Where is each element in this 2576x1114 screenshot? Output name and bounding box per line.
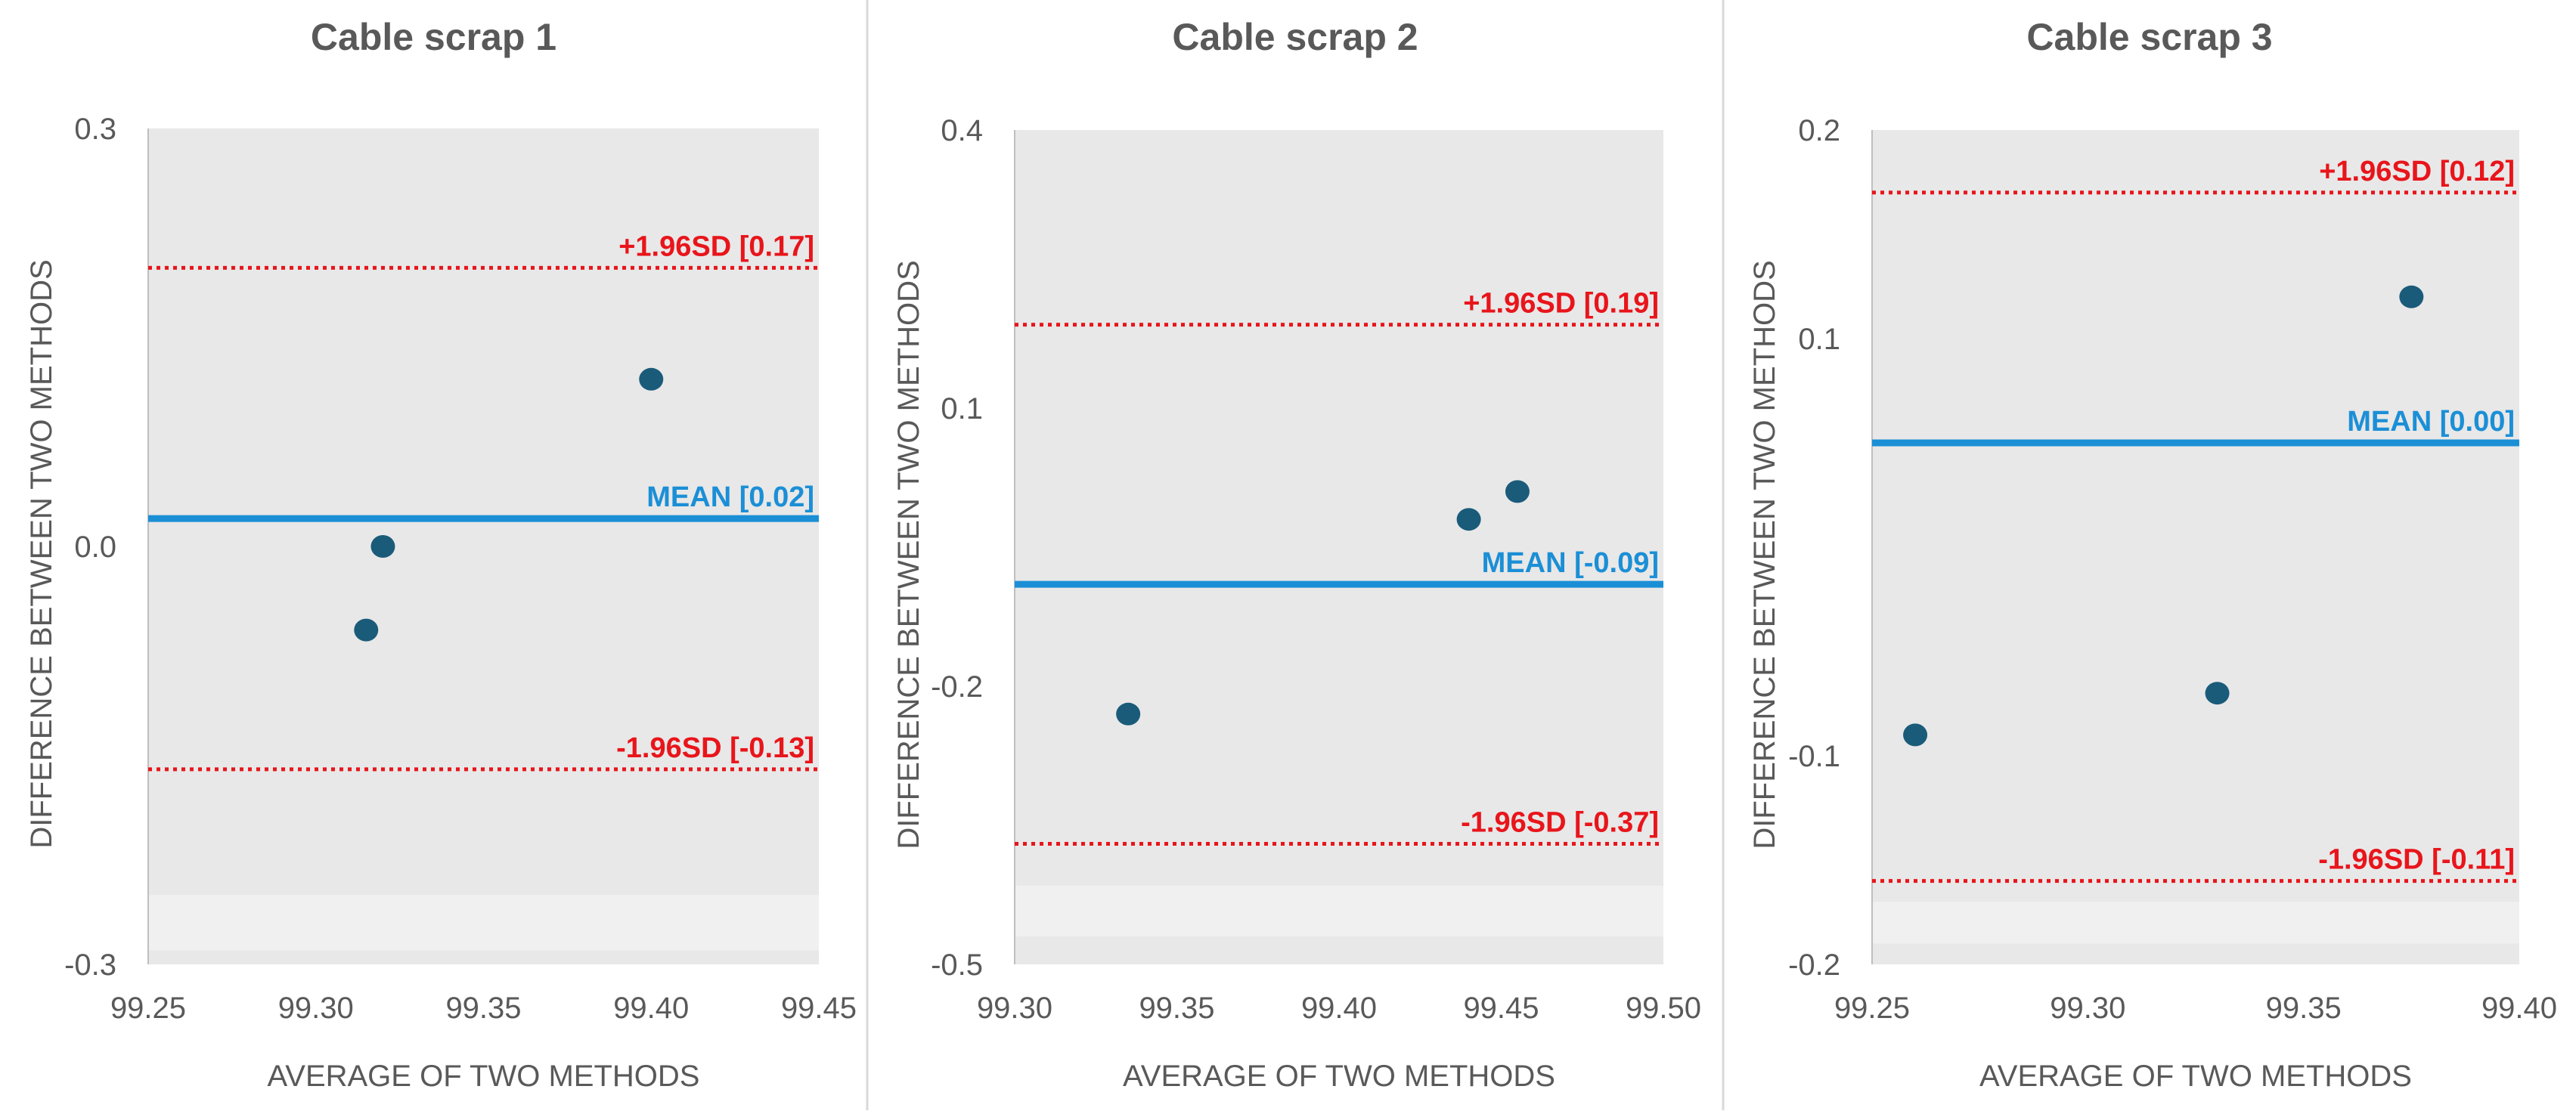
mean-label: MEAN [0.00] [2347,406,2515,438]
upper-limit-label: +1.96SD [0.17] [618,231,814,262]
lower-limit-label: -1.96SD [-0.37] [1461,807,1659,839]
x-tick-label: 99.45 [781,992,857,1025]
y-axis-label: DIFFERENCE BETWEEN TWO METHODS [892,260,925,849]
y-tick-label: -0.3 [64,948,116,982]
mean-label: MEAN [-0.09] [1482,547,1659,579]
panel-dividers [866,0,1725,1110]
x-tick-label: 99.40 [1301,992,1377,1025]
x-tick-label: 99.25 [110,992,186,1025]
x-tick-label: 99.35 [445,992,521,1025]
x-tick-label: 99.40 [2481,992,2557,1025]
y-tick-label: -0.5 [931,948,983,982]
x-tick-label: 99.30 [278,992,354,1025]
x-tick-label: 99.35 [1139,992,1214,1025]
x-tick-label: 99.30 [2050,992,2125,1025]
data-point [370,535,395,558]
chart-panel-2: Cable scrap 2 -0.5 -0.2 0.1 0.4 99.30 99.35 99.… [892,16,1701,1093]
lower-limit-label: -1.96SD [-0.13] [616,732,814,764]
x-tick-label: 99.45 [1463,992,1539,1025]
x-tick-label: 99.35 [2266,992,2342,1025]
x-axis-label: AVERAGE OF TWO METHODS [1979,1060,2412,1093]
plot-area [1872,130,2519,964]
data-point [639,367,664,391]
data-point [1116,702,1141,726]
y-axis-label: DIFFERENCE BETWEEN TWO METHODS [25,259,58,848]
data-point [354,618,379,642]
data-point [1903,723,1928,747]
y-tick-label: 0.1 [941,392,983,425]
x-tick-label: 99.40 [613,992,689,1025]
chart-title: Cable scrap 3 [2026,16,2272,58]
plot-band [1015,885,1663,937]
x-tick-label: 99.30 [977,992,1052,1025]
plot-band [148,894,819,951]
x-axis-label: AVERAGE OF TWO METHODS [1123,1060,1555,1093]
upper-limit-label: +1.96SD [0.19] [1463,288,1659,320]
plot-band [1872,902,2519,944]
y-tick-label: 0.0 [74,531,116,564]
chart-title: Cable scrap 1 [311,16,556,58]
data-point [1456,508,1481,531]
mean-label: MEAN [0.02] [646,481,814,513]
chart-panels: Cable scrap 1 -0.3 0.0 0.3 99.25 99.30 99.35 99… [25,16,2557,1093]
data-point [1505,480,1530,503]
y-tick-label: -0.2 [931,670,983,704]
x-tick-label: 99.50 [1626,992,1701,1025]
chart-title: Cable scrap 2 [1172,16,1418,58]
y-tick-label: -0.2 [1788,948,1840,982]
y-tick-label: 0.2 [1798,114,1840,147]
y-tick-label: 0.1 [1798,323,1840,356]
chart-panel-3: Cable scrap 3 -0.2 -0.1 0.1 0.2 99.25 99.30 99.… [1748,16,2557,1093]
x-tick-label: 99.25 [1834,992,1910,1025]
y-tick-label: -0.1 [1788,740,1840,773]
upper-limit-label: +1.96SD [0.12] [2319,156,2515,187]
chart-panel-1: Cable scrap 1 -0.3 0.0 0.3 99.25 99.30 99.35 99… [25,16,857,1093]
data-point [2399,285,2424,308]
y-axis-label: DIFFERENCE BETWEEN TWO METHODS [1748,260,1781,849]
plot-area [1015,130,1663,964]
data-point [2205,682,2230,705]
y-tick-label: 0.3 [74,113,116,146]
y-tick-label: 0.4 [941,114,983,147]
lower-limit-label: -1.96SD [-0.11] [2318,844,2515,876]
x-axis-label: AVERAGE OF TWO METHODS [268,1060,700,1093]
